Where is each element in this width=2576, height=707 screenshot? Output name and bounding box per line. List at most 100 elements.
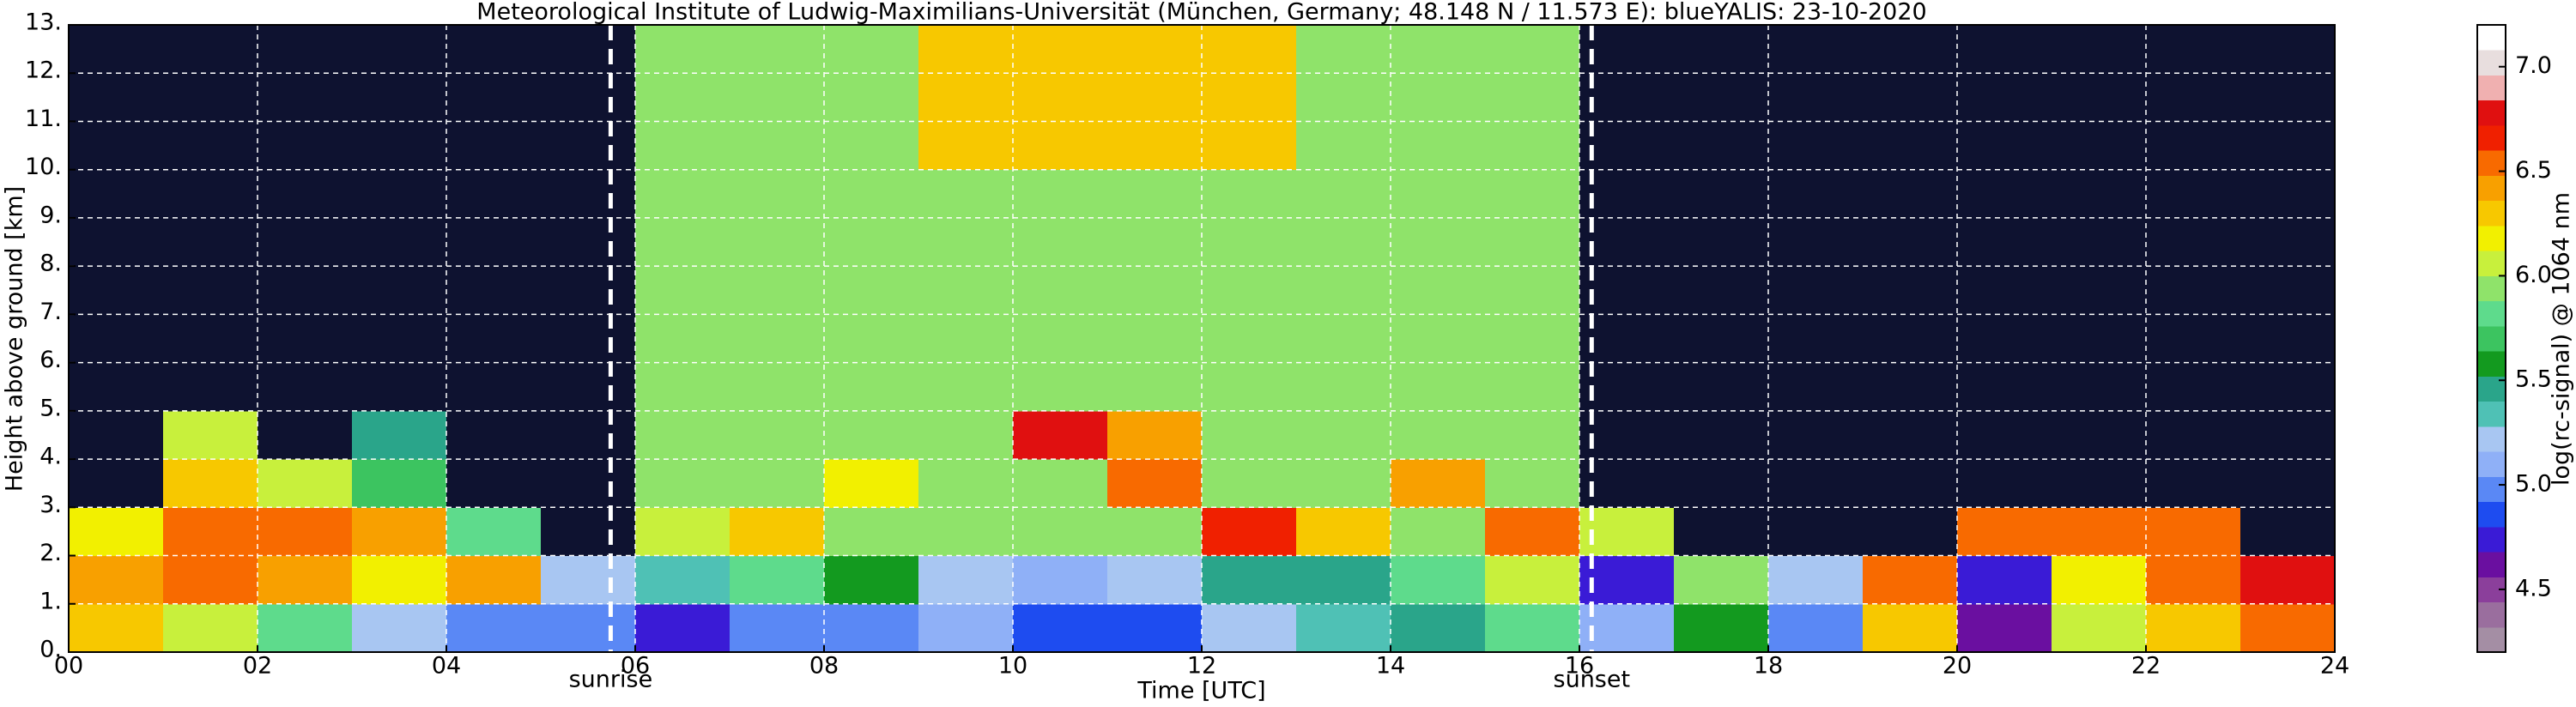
y-tick-label: 2. bbox=[39, 540, 62, 566]
x-tick-label: 16 bbox=[1565, 653, 1594, 680]
heatmap-cell bbox=[824, 555, 919, 605]
heatmap-cell bbox=[1674, 73, 1769, 122]
heatmap-cell bbox=[824, 266, 919, 315]
heatmap-cell bbox=[258, 121, 353, 171]
heatmap-cell bbox=[1863, 603, 1958, 653]
heatmap-cell bbox=[1768, 217, 1864, 267]
heatmap-cell bbox=[1957, 217, 2052, 267]
heatmap-cell bbox=[2240, 459, 2336, 508]
heatmap-cell bbox=[2146, 410, 2241, 460]
heatmap-cell bbox=[1107, 121, 1203, 171]
heatmap-cell bbox=[635, 410, 730, 460]
heatmap-cell bbox=[541, 73, 636, 122]
heatmap-cell bbox=[1296, 266, 1391, 315]
colorbar-tick-label: 5.0 bbox=[2515, 471, 2552, 498]
heatmap-cell bbox=[352, 25, 447, 74]
heatmap-cell bbox=[1391, 362, 1486, 412]
heatmap-cell bbox=[1391, 507, 1486, 557]
heatmap-cell bbox=[918, 603, 1014, 653]
heatmap-cell bbox=[1202, 410, 1297, 460]
heatmap-cell bbox=[258, 73, 353, 122]
heatmap-cell bbox=[1579, 362, 1675, 412]
heatmap-cell bbox=[730, 410, 825, 460]
colorbar-segment bbox=[2477, 501, 2506, 528]
heatmap-cell bbox=[918, 169, 1014, 219]
heatmap-cell bbox=[730, 603, 825, 653]
colorbar-segment bbox=[2477, 175, 2506, 202]
heatmap-cell bbox=[163, 362, 258, 412]
colorbar-segment bbox=[2477, 351, 2506, 377]
colorbar-tick-label: 4.5 bbox=[2515, 575, 2552, 601]
heatmap-cell bbox=[541, 25, 636, 74]
heatmap-cell bbox=[1391, 314, 1486, 364]
heatmap-cell bbox=[541, 410, 636, 460]
heatmap-cell bbox=[352, 169, 447, 219]
y-tick-label: 4. bbox=[39, 444, 62, 470]
heatmap-cell bbox=[730, 555, 825, 605]
heatmap-cell bbox=[1579, 314, 1675, 364]
heatmap-cell bbox=[1013, 217, 1108, 267]
heatmap-cell bbox=[1863, 73, 1958, 122]
colorbar-label: log(rc-signal) @ 1064 nm bbox=[2549, 192, 2575, 486]
heatmap-cell bbox=[1863, 25, 1958, 74]
heatmap-cell bbox=[824, 169, 919, 219]
heatmap-cell bbox=[2052, 314, 2147, 364]
heatmap-cell bbox=[1013, 507, 1108, 557]
colorbar-frame bbox=[2476, 24, 2506, 653]
x-axis-label: Time [UTC] bbox=[1136, 678, 1265, 704]
heatmap-cell bbox=[1485, 314, 1580, 364]
heatmap-cell bbox=[824, 314, 919, 364]
heatmap-cell bbox=[1485, 25, 1580, 74]
heatmap-cell bbox=[541, 459, 636, 508]
heatmap-cell bbox=[2052, 459, 2147, 508]
heatmap-cell bbox=[1579, 459, 1675, 508]
heatmap-cell bbox=[541, 362, 636, 412]
heatmap-cell bbox=[1391, 266, 1486, 315]
heatmap-cell bbox=[69, 73, 164, 122]
colorbar-segment bbox=[2477, 75, 2506, 101]
heatmap-cell bbox=[1957, 362, 2052, 412]
heatmap-cell bbox=[1202, 507, 1297, 557]
heatmap-cell bbox=[352, 507, 447, 557]
y-tick-label: 11. bbox=[25, 106, 62, 132]
heatmap-cell bbox=[2146, 169, 2241, 219]
heatmap-cell bbox=[1013, 603, 1108, 653]
heatmap-cell bbox=[1579, 410, 1675, 460]
colorbar-segment bbox=[2477, 275, 2506, 302]
x-tick-label: 24 bbox=[2320, 653, 2349, 680]
heatmap-cell bbox=[2146, 266, 2241, 315]
heatmap-cell bbox=[1674, 266, 1769, 315]
heatmap-cell bbox=[2146, 25, 2241, 74]
heatmap-cell bbox=[824, 73, 919, 122]
heatmap-cell bbox=[258, 555, 353, 605]
heatmap-cell bbox=[352, 266, 447, 315]
heatmap-cell bbox=[446, 410, 542, 460]
heatmap-cell bbox=[2052, 410, 2147, 460]
heatmap-cell bbox=[258, 314, 353, 364]
heatmap-cell bbox=[1768, 410, 1864, 460]
heatmap-cell bbox=[1202, 266, 1297, 315]
heatmap-cell bbox=[1579, 507, 1675, 557]
colorbar-segment bbox=[2477, 251, 2506, 276]
heatmap-cell bbox=[1579, 555, 1675, 605]
heatmap-cell bbox=[1296, 362, 1391, 412]
heatmap-cell bbox=[1863, 362, 1958, 412]
heatmap-cell bbox=[1296, 314, 1391, 364]
heatmap-cell bbox=[1202, 555, 1297, 605]
heatmap-cell bbox=[69, 217, 164, 267]
heatmap-cell bbox=[1391, 459, 1486, 508]
heatmap-cell bbox=[2240, 169, 2336, 219]
heatmap-cell bbox=[918, 73, 1014, 122]
heatmap-cell bbox=[730, 266, 825, 315]
heatmap-cell bbox=[2146, 459, 2241, 508]
heatmap-cell bbox=[1013, 410, 1108, 460]
heatmap-cell bbox=[2146, 603, 2241, 653]
y-tick-label: 3. bbox=[39, 492, 62, 518]
heatmap-cell bbox=[2052, 603, 2147, 653]
heatmap-cell bbox=[1957, 459, 2052, 508]
heatmap-cell bbox=[541, 169, 636, 219]
heatmap-cell bbox=[446, 121, 542, 171]
heatmap-cell bbox=[824, 362, 919, 412]
heatmap-cell bbox=[1296, 555, 1391, 605]
heatmap-cell bbox=[730, 169, 825, 219]
